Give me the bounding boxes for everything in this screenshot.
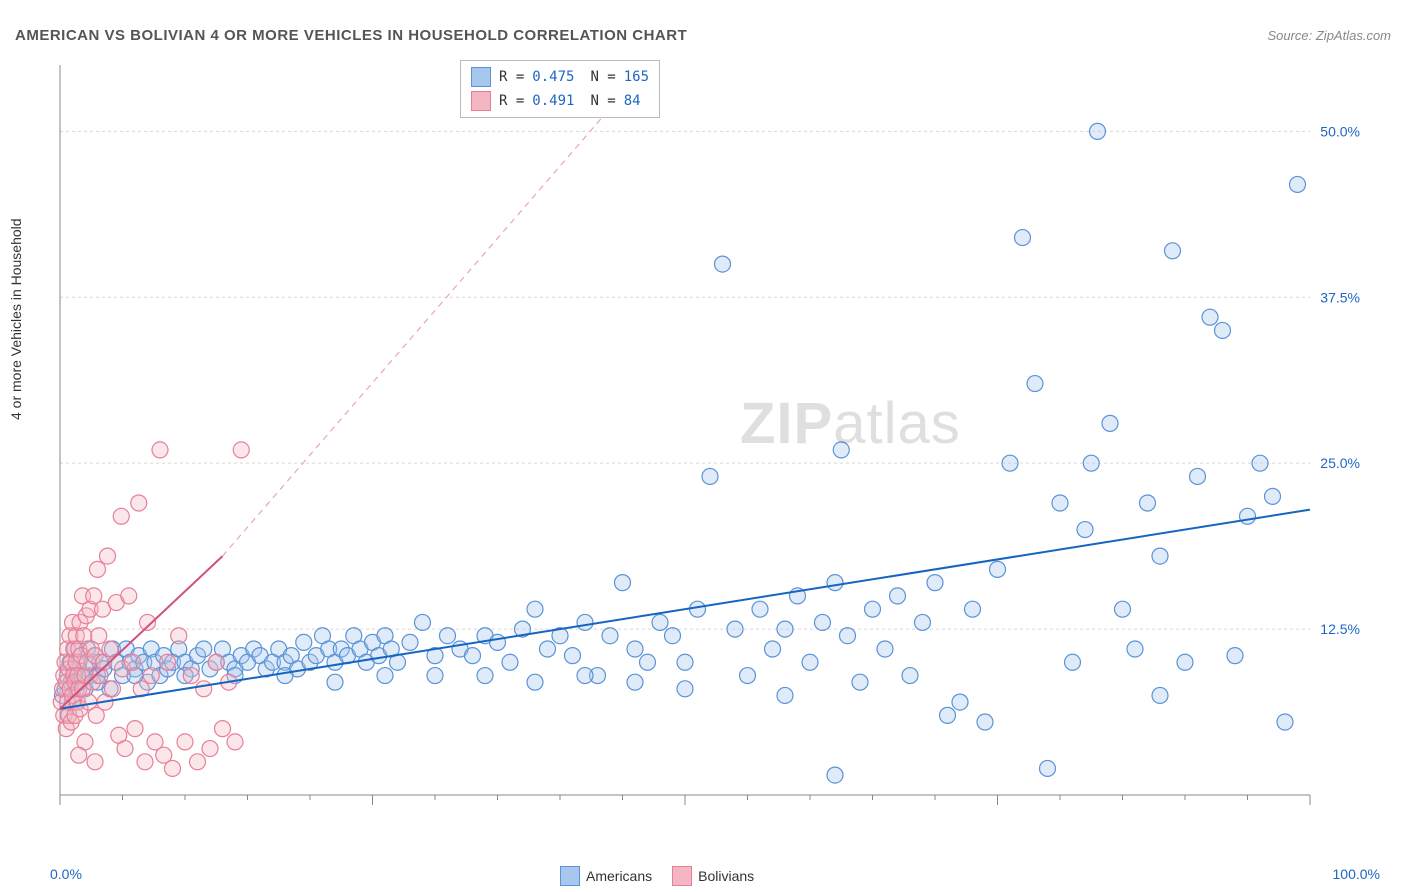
stat-n-value: 165 [624, 69, 649, 85]
legend-swatch-bolivians [672, 866, 692, 886]
y-axis-label: 4 or more Vehicles in Household [8, 218, 24, 420]
chart-header: AMERICAN VS BOLIVIAN 4 OR MORE VEHICLES … [15, 20, 1391, 50]
stat-n-label: N = [590, 93, 615, 109]
legend-label-americans: Americans [586, 868, 652, 884]
series-legend: Americans Bolivians [560, 866, 754, 886]
chart-svg: 12.5% 25.0% 37.5% 50.0% [50, 55, 1380, 835]
swatch-americans [471, 67, 491, 87]
x-axis-label-min: 0.0% [50, 866, 82, 882]
stats-legend: R = 0.475 N = 165 R = 0.491 N = 84 [460, 60, 660, 118]
swatch-bolivians [471, 91, 491, 111]
chart-source: Source: ZipAtlas.com [1267, 28, 1391, 43]
legend-swatch-americans [560, 866, 580, 886]
plot-area: 12.5% 25.0% 37.5% 50.0% [50, 55, 1380, 835]
stat-r-label: R = [499, 93, 524, 109]
stat-r-value: 0.491 [532, 93, 574, 109]
stat-r-value: 0.475 [532, 69, 574, 85]
stats-row-americans: R = 0.475 N = 165 [471, 65, 649, 89]
svg-text:12.5%: 12.5% [1320, 621, 1360, 637]
stats-row-bolivians: R = 0.491 N = 84 [471, 89, 649, 113]
legend-label-bolivians: Bolivians [698, 868, 754, 884]
svg-text:37.5%: 37.5% [1320, 289, 1360, 305]
stat-n-value: 84 [624, 93, 641, 109]
svg-text:25.0%: 25.0% [1320, 455, 1360, 471]
stat-n-label: N = [590, 69, 615, 85]
x-axis-label-max: 100.0% [1333, 866, 1380, 882]
chart-title: AMERICAN VS BOLIVIAN 4 OR MORE VEHICLES … [15, 27, 687, 44]
stat-r-label: R = [499, 69, 524, 85]
legend-item-americans: Americans [560, 866, 652, 886]
svg-text:50.0%: 50.0% [1320, 123, 1360, 139]
legend-item-bolivians: Bolivians [672, 866, 754, 886]
